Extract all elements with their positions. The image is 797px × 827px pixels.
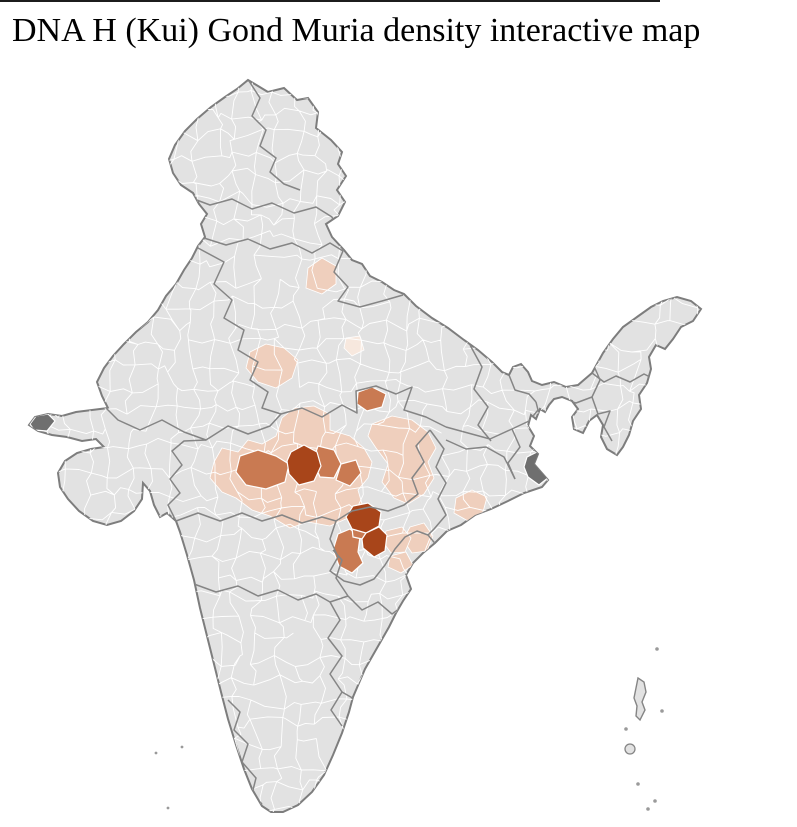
choropleth-region-small-up-district[interactable] — [343, 335, 365, 357]
andaman-islet-dot — [624, 727, 628, 731]
choropleth-region-chhattisgarh-north[interactable] — [367, 415, 437, 505]
state-borders — [105, 80, 669, 805]
andaman-islet-dot — [660, 709, 664, 713]
state-border-line — [327, 601, 343, 727]
choropleth-high-regions — [29, 386, 550, 574]
state-border-line — [445, 439, 516, 480]
islands-group[interactable] — [154, 647, 664, 811]
andaman-islet-dot — [646, 807, 650, 811]
andaman-main-island[interactable] — [633, 676, 647, 722]
india-outline[interactable] — [27, 78, 703, 813]
state-border-line — [445, 420, 530, 440]
state-border-line — [175, 512, 337, 524]
choropleth-region-odisha-coastal[interactable] — [453, 489, 488, 522]
state-border-line — [105, 247, 282, 441]
choropleth-region-central-mp-core[interactable] — [286, 444, 322, 486]
choropleth-region-bastar-east-core[interactable] — [361, 526, 388, 558]
choropleth-region-mp-east-extension[interactable] — [335, 459, 362, 487]
andaman-islet-dot — [636, 782, 640, 786]
state-border-line — [469, 344, 492, 442]
choropleth-low-regions — [209, 257, 488, 574]
state-border-line — [248, 80, 301, 191]
state-border-line — [185, 195, 345, 251]
andaman-round-island[interactable] — [624, 743, 636, 755]
choropleth-region-northwest-band[interactable] — [245, 343, 299, 389]
state-border-line — [508, 374, 537, 403]
state-border-line — [597, 410, 613, 442]
state-border-line — [329, 429, 431, 586]
choropleth-region-uttarakhand-district[interactable] — [305, 257, 337, 295]
lakshadweep-islet-dot — [166, 806, 170, 810]
lakshadweep-islet-dot — [154, 751, 158, 755]
state-border-line — [427, 429, 447, 536]
state-border-line — [167, 439, 207, 522]
state-border-line — [193, 583, 349, 603]
page-title: DNA H (Kui) Gond Muria density interacti… — [12, 12, 701, 49]
andaman-islet-dot — [653, 799, 657, 803]
state-border-line — [203, 237, 344, 254]
state-border-line — [332, 549, 349, 597]
lakshadweep-islet-dot — [180, 745, 184, 749]
state-border-line — [333, 250, 404, 308]
andaman-islet-dot — [655, 647, 659, 651]
top-border-line — [0, 0, 660, 2]
state-border-line — [280, 385, 447, 428]
